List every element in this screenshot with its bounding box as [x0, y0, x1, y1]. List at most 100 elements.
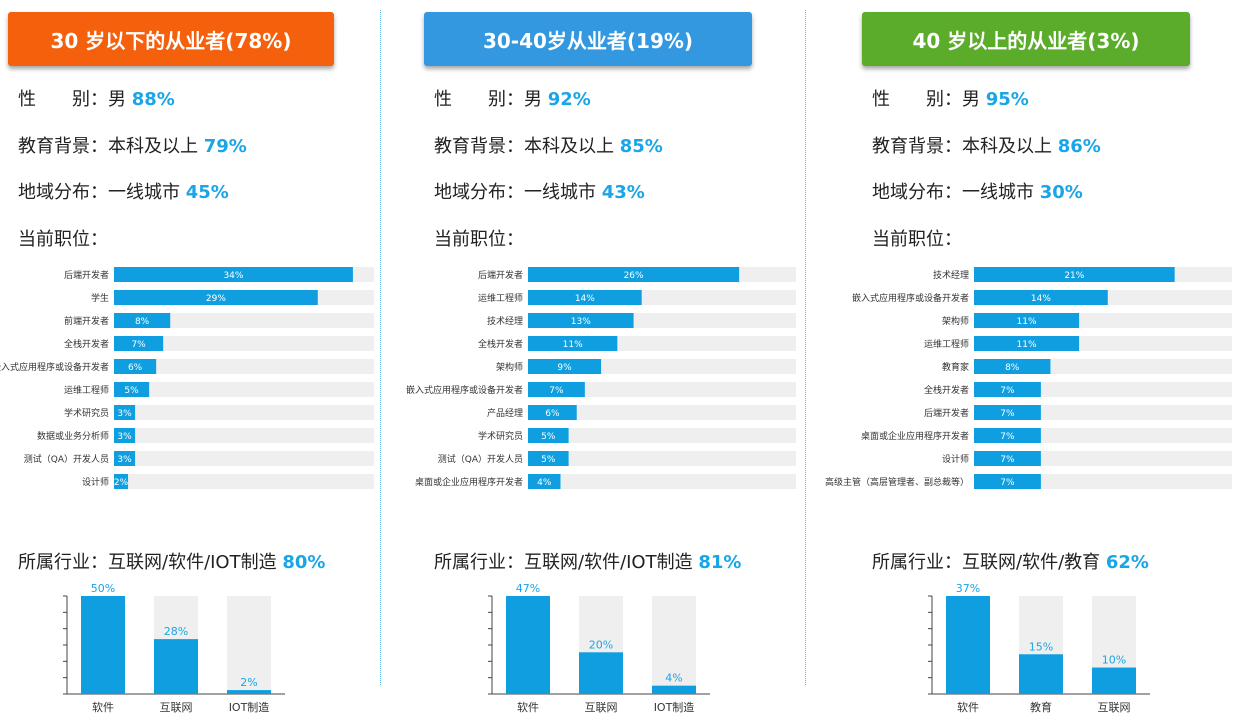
- bar-track: [114, 359, 374, 374]
- industry-label: 所属行业：: [872, 552, 962, 573]
- bar: [974, 359, 1051, 374]
- separator-2: [805, 10, 806, 685]
- bar-track: [528, 405, 796, 420]
- category-label: 嵌入式应用程序或设备开发者: [0, 361, 109, 373]
- category-label: 后端开发者: [478, 269, 523, 281]
- value-label: 21%: [1064, 271, 1084, 281]
- category-label: 互联网: [585, 701, 618, 714]
- industry-pct: 81%: [698, 552, 742, 573]
- bar: [974, 382, 1041, 397]
- value-label: 20%: [589, 638, 613, 651]
- bar: [1092, 667, 1136, 694]
- value-label: 11%: [563, 340, 583, 350]
- value-label: 50%: [91, 582, 115, 595]
- region-value: 一线城市: [962, 182, 1040, 203]
- bar: [974, 451, 1041, 466]
- industry-value: 互联网/软件/教育: [962, 552, 1106, 573]
- education-value: 本科及以上: [108, 136, 204, 157]
- education-label: 教育背景：: [434, 136, 524, 157]
- value-label: 7%: [549, 386, 564, 396]
- education-value: 本科及以上: [962, 136, 1058, 157]
- value-label: 6%: [545, 409, 560, 419]
- industry-label: 所属行业：: [434, 552, 524, 573]
- header-30-40: 30-40岁从业者(19%): [424, 12, 752, 66]
- separator-1: [380, 10, 381, 685]
- header-label: 40 岁以上的从业者(3%): [912, 28, 1140, 53]
- category-label: 架构师: [942, 315, 969, 327]
- bar-track: [528, 474, 796, 489]
- bar: [974, 428, 1041, 443]
- region-pct: 43%: [601, 182, 645, 203]
- bar: [528, 451, 569, 466]
- category-label: 嵌入式应用程序或设备开发者: [852, 292, 969, 304]
- value-label: 5%: [124, 386, 139, 396]
- bar: [114, 405, 136, 420]
- region-value: 一线城市: [524, 182, 602, 203]
- bar-track: [114, 474, 374, 489]
- bar: [506, 596, 550, 694]
- value-label: 29%: [206, 294, 226, 304]
- industry-pct: 62%: [1105, 552, 1149, 573]
- value-label: 4%: [537, 478, 552, 488]
- category-label: 教育: [1030, 700, 1052, 714]
- bar: [974, 405, 1041, 420]
- category-label: 互联网: [1098, 701, 1131, 714]
- industry-bar-chart-under-30: 50% 软件 28% 互联网 2% IOT制造: [63, 582, 285, 714]
- gender-value: 男: [108, 89, 132, 110]
- bar-track: [528, 428, 796, 443]
- value-label: 47%: [516, 582, 540, 595]
- value-label: 10%: [1102, 654, 1126, 667]
- bar: [974, 267, 1175, 282]
- value-label: 7%: [1000, 455, 1015, 465]
- region-pct: 45%: [185, 182, 229, 203]
- header-label: 30 岁以下的从业者(78%): [50, 28, 292, 53]
- bar: [154, 639, 198, 694]
- industry-bar-chart-30-40: 47% 软件 20% 互联网 4% IOT制造: [488, 582, 710, 714]
- category-label: 数据或业务分析师: [37, 430, 109, 442]
- region-label: 地域分布：: [872, 182, 962, 203]
- education-pct: 86%: [1057, 136, 1101, 157]
- category-label: 全栈开发者: [478, 338, 523, 350]
- education-line: 教育背景：本科及以上 85%: [434, 132, 663, 158]
- value-label: 11%: [1017, 340, 1037, 350]
- value-label: 13%: [571, 317, 591, 327]
- bar: [227, 690, 271, 694]
- category-label: IOT制造: [654, 700, 695, 714]
- category-label: 全栈开发者: [64, 338, 109, 350]
- region-value: 一线城市: [108, 182, 186, 203]
- bar: [974, 313, 1080, 328]
- value-label: 5%: [541, 432, 556, 442]
- gender-label: 性 别：: [872, 89, 962, 110]
- column-under-30: 30 岁以下的从业者(78%) 性 别：男 88% 教育背景：本科及以上 79%…: [0, 0, 380, 720]
- bar: [579, 652, 623, 694]
- bar: [114, 290, 318, 305]
- bar: [114, 336, 164, 351]
- value-label: 4%: [665, 672, 682, 685]
- category-label: IOT制造: [229, 700, 270, 714]
- gender-line: 性 别：男 95%: [872, 85, 1029, 111]
- region-label: 地域分布：: [434, 182, 524, 203]
- value-label: 6%: [128, 363, 143, 373]
- category-label: 后端开发者: [64, 269, 109, 281]
- bar: [528, 267, 740, 282]
- region-pct: 30%: [1039, 182, 1083, 203]
- position-title: 当前职位：: [434, 225, 524, 251]
- category-label: 桌面或企业应用程序开发者: [861, 430, 969, 442]
- value-label: 14%: [1031, 294, 1051, 304]
- category-label: 架构师: [496, 361, 523, 373]
- category-label: 学术研究员: [478, 430, 523, 442]
- value-label: 5%: [541, 455, 556, 465]
- value-label: 34%: [223, 271, 243, 281]
- gender-value: 男: [962, 89, 986, 110]
- value-label: 2%: [114, 478, 129, 488]
- value-label: 7%: [1000, 432, 1015, 442]
- gender-label: 性 别：: [434, 89, 524, 110]
- value-label: 14%: [575, 294, 595, 304]
- industry-label: 所属行业：: [18, 552, 108, 573]
- header-under-30: 30 岁以下的从业者(78%): [8, 12, 334, 66]
- category-label: 互联网: [160, 701, 193, 714]
- gender-line: 性 别：男 88%: [18, 85, 175, 111]
- gender-value: 男: [524, 89, 548, 110]
- bar: [974, 474, 1041, 489]
- category-label: 桌面或企业应用程序开发者: [415, 476, 523, 488]
